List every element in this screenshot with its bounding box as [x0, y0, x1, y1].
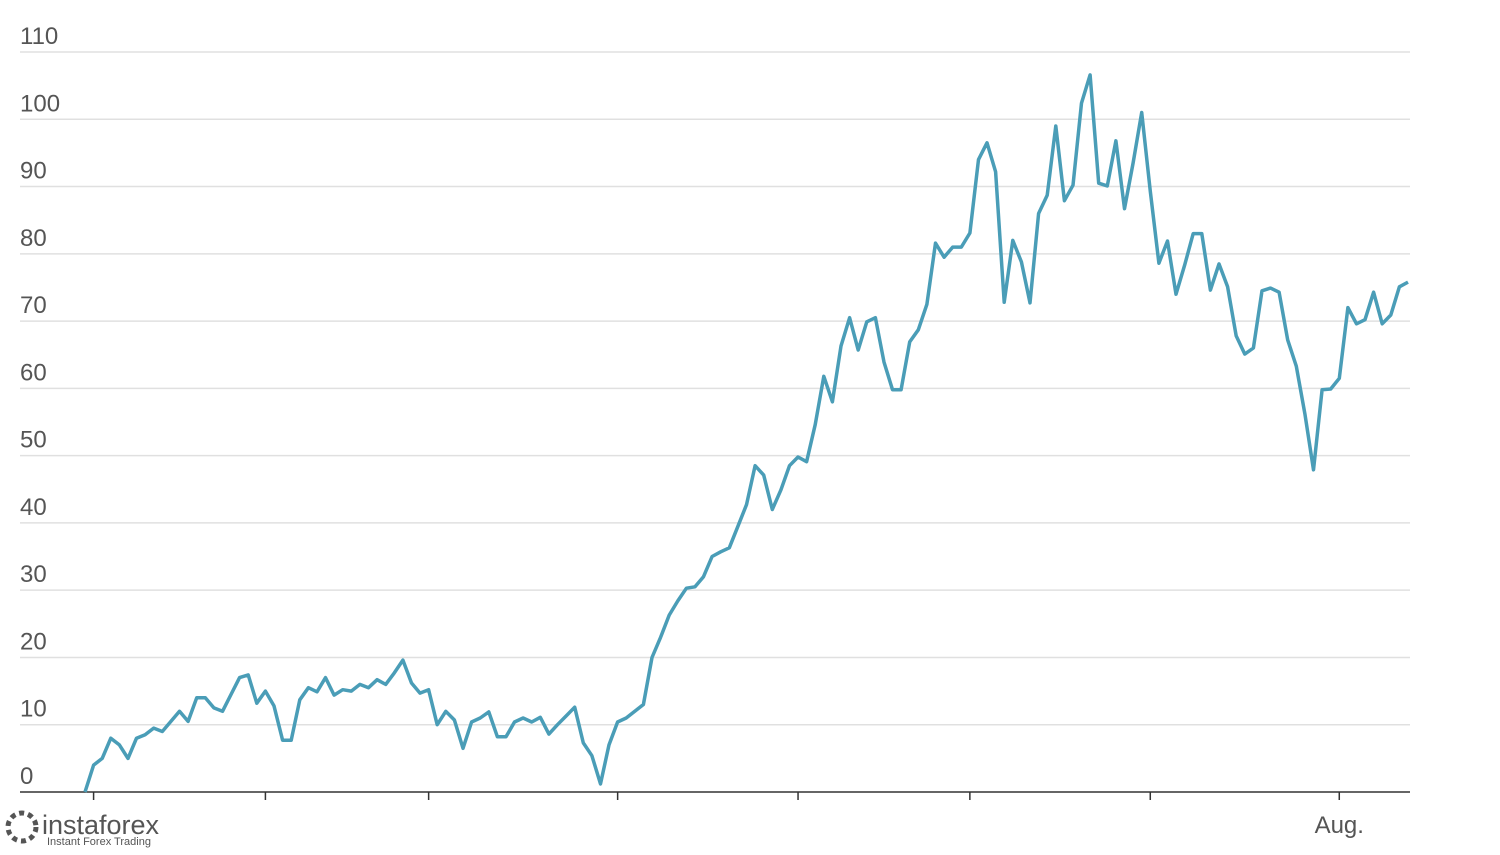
line — [83, 73, 1409, 793]
y-tick-label: 110 — [20, 23, 58, 50]
y-tick-label: 30 — [20, 561, 47, 588]
watermark-brand: instaforex — [42, 810, 160, 840]
y-tick-label: 10 — [20, 696, 47, 723]
watermark-logo — [5, 810, 39, 844]
y-tick-label: 40 — [20, 494, 47, 521]
watermark: instaforex Instant Forex Trading — [0, 805, 180, 850]
y-tick-label: 100 — [20, 90, 60, 117]
y-tick-label: 60 — [20, 359, 47, 386]
x-tick-label: Aug. — [1315, 812, 1364, 839]
y-tick-label: 80 — [20, 225, 47, 252]
watermark-bg — [0, 805, 180, 850]
y-tick-label: 20 — [20, 628, 47, 655]
watermark-tagline: Instant Forex Trading — [47, 836, 151, 848]
y-tick-label: 0 — [20, 763, 33, 790]
y-tick-label: 70 — [20, 292, 47, 319]
y-tick-label: 90 — [20, 158, 47, 185]
y-tick-label: 50 — [20, 427, 47, 454]
